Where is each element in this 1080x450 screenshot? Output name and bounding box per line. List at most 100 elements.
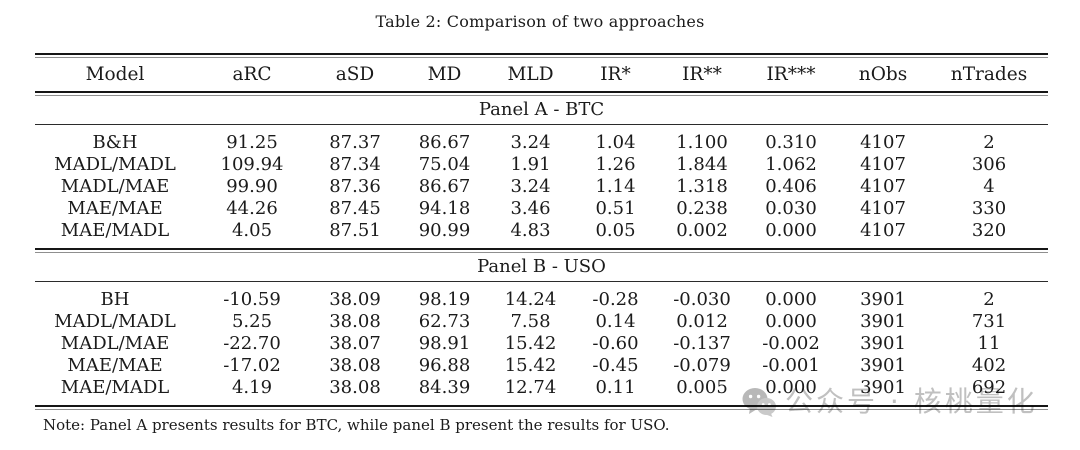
value-cell: 1.26 [595, 154, 636, 175]
value-cell: 2 [983, 132, 995, 153]
model-cell: MADL/MAE [60, 176, 170, 197]
column-header-asd: aSD [335, 63, 375, 85]
value-cell: 0.406 [765, 176, 817, 197]
table-row: B&H 91.25 87.37 86.67 3.24 1.04 1.100 0.310 4107… [35, 125, 1048, 155]
value-cell: 14.24 [504, 289, 557, 310]
value-cell: -17.02 [223, 355, 281, 376]
value-cell: -0.002 [762, 333, 820, 354]
panel-b-label-row: Panel B - USO [35, 253, 1048, 282]
value-cell: 38.08 [329, 377, 381, 398]
panel-b-rule [35, 281, 1048, 282]
value-cell: 90.99 [418, 220, 471, 241]
value-cell: 38.07 [329, 333, 381, 354]
value-cell: 4107 [860, 132, 906, 153]
value-cell: 44.26 [226, 198, 278, 219]
value-cell: 0.14 [595, 311, 636, 332]
model-cell: MAE/MADL [60, 220, 170, 241]
value-cell: 96.88 [418, 355, 471, 376]
value-cell: -10.59 [223, 289, 281, 310]
paper-table-page: Table 2: Comparison of two approaches Mo… [0, 11, 1080, 435]
panel-a-rule [35, 124, 1048, 125]
value-cell: 11 [977, 333, 1001, 354]
column-header-ir1: IR* [600, 63, 631, 85]
value-cell: 4.05 [231, 220, 273, 241]
table-row: MAE/MAE 44.26 87.45 94.18 3.46 0.51 0.238 0.030… [35, 198, 1048, 220]
value-cell: 0.310 [765, 132, 817, 153]
value-cell: 0.05 [595, 220, 636, 241]
results-table: Model aRC aSD MD MLD IR* IR** IR*** nObs… [35, 53, 1048, 410]
value-cell: 0.005 [676, 377, 728, 398]
column-header-md: MD [427, 63, 462, 85]
value-cell: 15.42 [504, 355, 557, 376]
model-cell: MADL/MADL [54, 311, 176, 332]
value-cell: 731 [971, 311, 1007, 332]
value-cell: 3901 [860, 355, 906, 376]
value-cell: 98.91 [418, 333, 471, 354]
rule-line [35, 53, 1048, 58]
value-cell: 5.25 [231, 311, 273, 332]
panel-a-bottom-section [35, 242, 1048, 253]
value-cell: 0.51 [595, 198, 636, 219]
value-cell: -0.079 [673, 355, 731, 376]
spacer-row [35, 242, 1048, 249]
value-cell: 692 [971, 377, 1007, 398]
value-cell: 0.000 [765, 289, 817, 310]
value-cell: 94.18 [418, 198, 471, 219]
value-cell: 109.94 [220, 154, 284, 175]
value-cell: 86.67 [418, 132, 471, 153]
value-cell: 3901 [860, 311, 906, 332]
value-cell: 3901 [860, 333, 906, 354]
value-cell: 4107 [860, 220, 906, 241]
value-cell: 12.74 [504, 377, 557, 398]
header-row: Model aRC aSD MD MLD IR* IR** IR*** nObs… [35, 58, 1048, 93]
table-row: MAE/MADL 4.05 87.51 90.99 4.83 0.05 0.002 0.000… [35, 220, 1048, 242]
model-cell: MAE/MAE [67, 198, 163, 219]
table-head-section: Model aRC aSD MD MLD IR* IR** IR*** nObs… [35, 53, 1048, 96]
value-cell: 0.238 [676, 198, 728, 219]
value-cell: 0.030 [765, 198, 817, 219]
value-cell: 4107 [860, 198, 906, 219]
value-cell: 87.45 [329, 198, 381, 219]
value-cell: -0.001 [762, 355, 820, 376]
spacer-cell [35, 242, 1048, 249]
panel-a-label-row: Panel A - BTC [35, 96, 1048, 125]
table-bottom-section [35, 399, 1048, 410]
column-header-nobs: nObs [858, 63, 908, 85]
rule-line [35, 281, 1048, 282]
value-cell: -0.60 [592, 333, 639, 354]
column-header-ntrades: nTrades [950, 63, 1028, 85]
value-cell: 330 [971, 198, 1007, 219]
panel-a-rows: B&H 91.25 87.37 86.67 3.24 1.04 1.100 0.310 4107… [35, 125, 1048, 243]
value-cell: 38.09 [329, 289, 381, 310]
value-cell: -0.28 [592, 289, 639, 310]
value-cell: 0.000 [765, 220, 817, 241]
model-cell: MAE/MAE [67, 355, 163, 376]
value-cell: 0.11 [595, 377, 636, 398]
value-cell: 1.062 [765, 154, 817, 175]
value-cell: 306 [971, 154, 1007, 175]
rule-line [35, 248, 1048, 253]
value-cell: 38.08 [329, 311, 381, 332]
panel-a-header-section: Panel A - BTC [35, 96, 1048, 125]
table-note: Note: Panel A presents results for BTC, … [43, 416, 670, 434]
column-header-ir2: IR** [682, 63, 722, 85]
value-cell: 4107 [860, 176, 906, 197]
spacer-cell [35, 399, 1048, 406]
table-row: MAE/MADL 4.19 38.08 84.39 12.74 0.11 0.005 0.00… [35, 377, 1048, 399]
value-cell: 4107 [860, 154, 906, 175]
rule-line [35, 91, 1048, 96]
value-cell: -0.137 [673, 333, 731, 354]
value-cell: 1.04 [595, 132, 636, 153]
model-cell: B&H [92, 132, 138, 153]
table-caption: Table 2: Comparison of two approaches [375, 12, 705, 31]
column-header-arc: aRC [232, 63, 272, 85]
value-cell: 0.000 [765, 377, 817, 398]
mid-rule [35, 248, 1048, 253]
value-cell: 3.24 [510, 132, 551, 153]
table-row: MADL/MADL 109.94 87.34 75.04 1.91 1.26 1.844 1.… [35, 154, 1048, 176]
value-cell: 1.318 [676, 176, 728, 197]
table-row: BH -10.59 38.09 98.19 14.24 -0.28 -0.030 0.000 3… [35, 282, 1048, 312]
value-cell: 3.46 [510, 198, 551, 219]
table-row: MADL/MADL 5.25 38.08 62.73 7.58 0.14 0.012 0.00… [35, 311, 1048, 333]
value-cell: 1.91 [510, 154, 551, 175]
